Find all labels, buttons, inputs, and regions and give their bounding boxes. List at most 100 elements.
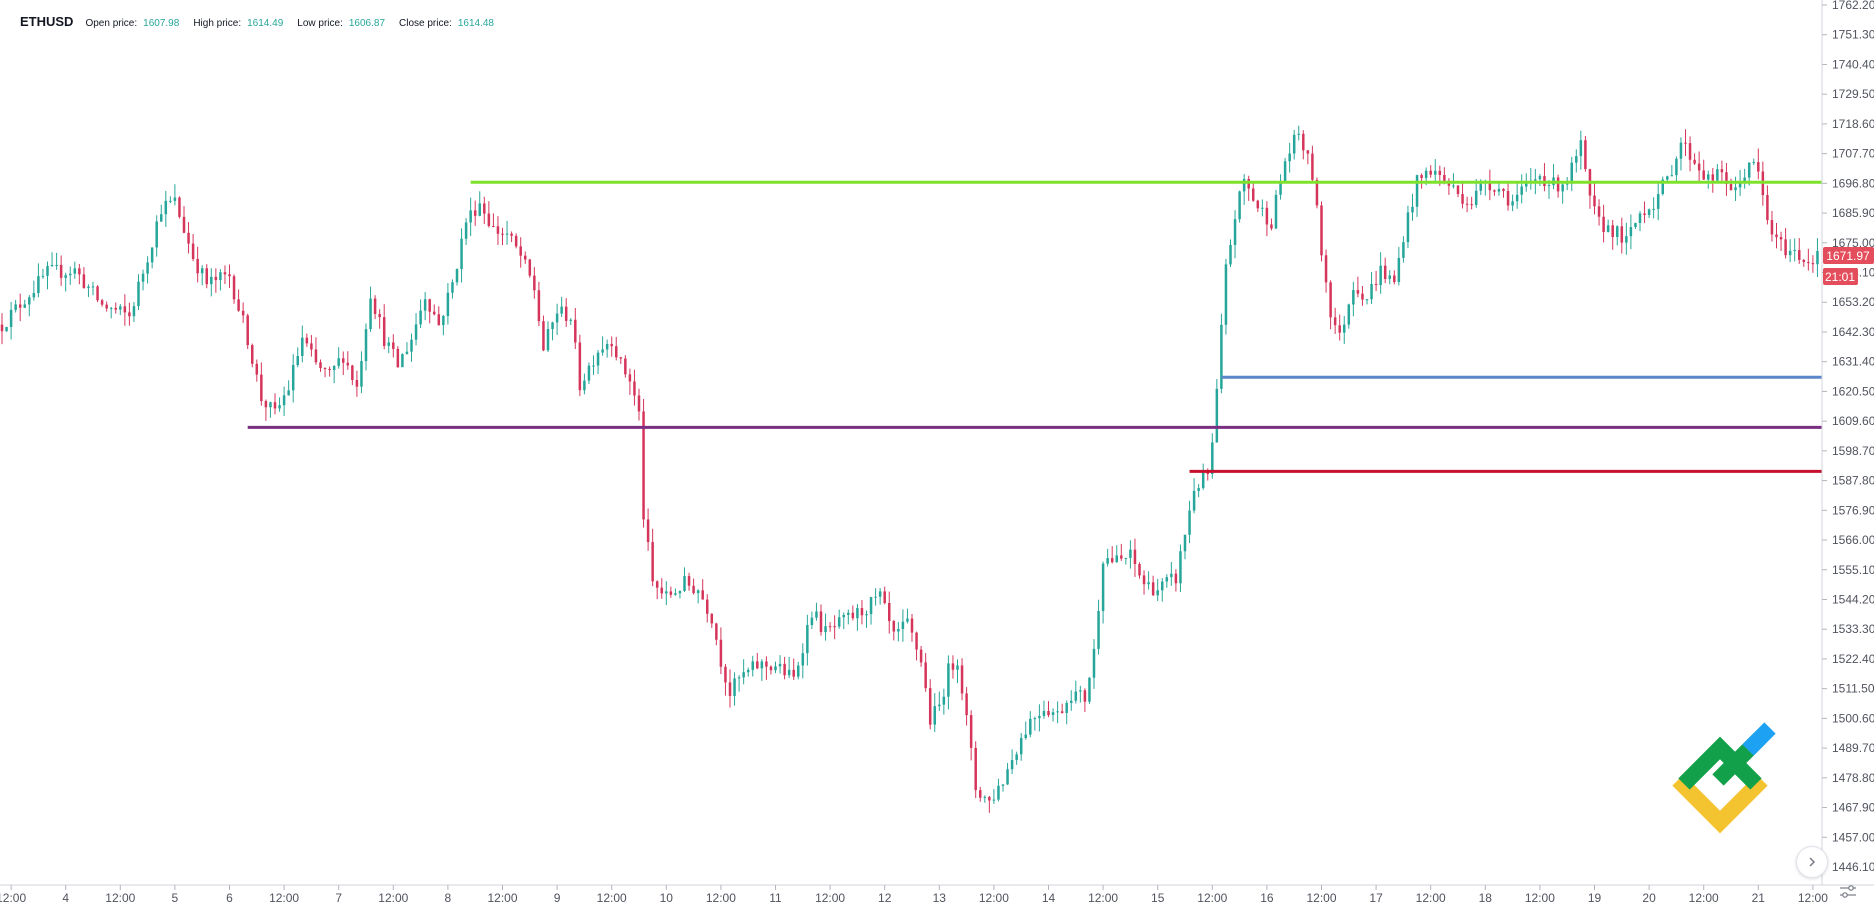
candle-body [1051,712,1055,716]
price-tick-label: 1718.60 [1832,117,1874,131]
candle-body [1706,174,1710,180]
candle-body [1456,185,1460,195]
candle-body [382,317,386,346]
candle-body [892,621,896,632]
candle-body [100,300,104,305]
time-tick-label: 17 [1369,891,1383,905]
price-axis[interactable]: 1762.20 1751.30 1740.40 1729.50 1718.60 1707.… [1822,0,1874,874]
candle-body [1606,225,1610,232]
candle-body [1324,255,1328,283]
candle-body [1292,134,1296,154]
candle-body [1443,174,1446,181]
candle-body [1788,250,1792,256]
candle-body [833,626,836,628]
time-tick-label: 16 [1260,891,1274,905]
candle-body [1538,176,1542,180]
candle-body [219,272,222,281]
candle-body [705,599,709,614]
candle-body [564,306,568,321]
candle-body [815,611,818,618]
candle-body [778,663,782,667]
candle-body [906,618,909,622]
candle-body [701,590,704,600]
time-tick-label: 21 [1752,891,1766,905]
candle-body [1811,263,1815,265]
candle-body [1042,711,1046,716]
high-price-label: High price: [193,18,242,29]
candle-body [128,312,131,317]
candle-body [1534,179,1537,181]
candle-body [364,329,368,362]
candle-body [774,666,777,671]
scroll-to-latest-button[interactable] [1796,846,1828,878]
time-tick-label: 12:00 [1306,891,1336,905]
price-tick-label: 1566.00 [1832,533,1874,547]
candle-body [1520,186,1523,195]
candle-body [1201,471,1205,489]
candle-body [182,216,186,233]
candle-body [18,304,22,308]
candle-body [469,210,472,223]
candle-body [1001,784,1005,786]
time-tick-label: 12:00 [269,891,299,905]
candle-body [574,319,577,343]
candle-body [992,799,996,801]
candle-body [1743,177,1746,182]
candle-body [1279,181,1282,195]
candle-body [733,678,736,696]
candle-body [1620,226,1624,243]
candle-body [237,299,240,311]
candle-body [446,292,450,317]
candle-body [851,612,855,619]
candle-body [938,704,941,707]
candle-body [1615,226,1619,238]
candle-body [874,596,877,598]
price-tick-label: 1609.60 [1832,414,1874,428]
price-tick-label: 1685.90 [1832,206,1874,220]
candle-body [360,361,363,387]
candle-body [783,663,786,676]
candle-body [1575,156,1578,163]
candle-body [1015,754,1018,761]
price-tick-label: 1707.70 [1832,147,1874,161]
candle-body [651,542,654,582]
symbol-name[interactable]: ETHUSD [20,14,74,29]
candle-body [1661,179,1665,195]
candle-body [528,259,532,276]
candle-body [997,785,1000,800]
price-tick-label: 1489.70 [1832,741,1874,755]
price-tick-label: 1533.30 [1832,622,1874,636]
candle-body [1097,611,1100,649]
candle-body [510,233,513,236]
candle-body [1593,195,1596,207]
candle-body [587,365,591,381]
candle-body [1224,264,1228,325]
candle-body [605,343,609,350]
candle-body [492,225,495,227]
litefinance-logo-icon [1672,722,1776,834]
candle-body [96,286,99,301]
time-tick-label: 14 [1042,891,1056,905]
candle-body [969,715,973,748]
candle-body [1424,170,1428,179]
candle-body [988,796,991,801]
candle-body [569,319,573,321]
candle-body [692,585,695,594]
chart-settings-button[interactable] [1838,882,1858,902]
candle-body [437,314,441,326]
candle-body [897,629,900,632]
candle-body [519,246,522,256]
candle-body [1338,325,1341,333]
candle-body [173,197,177,201]
candle-body [560,306,563,314]
candle-body [200,268,204,274]
candle-body [301,337,304,357]
candle-body [1297,133,1301,135]
candle-body [378,313,381,318]
candle-body [401,354,404,368]
time-axis[interactable]: 12:00 4 12:00 5 6 12:00 7 12:00 8 12:00 9 12:00 10 12… [0,885,1828,905]
candle-body [924,662,927,689]
candle-body [210,276,213,285]
candle-body [1320,205,1323,256]
